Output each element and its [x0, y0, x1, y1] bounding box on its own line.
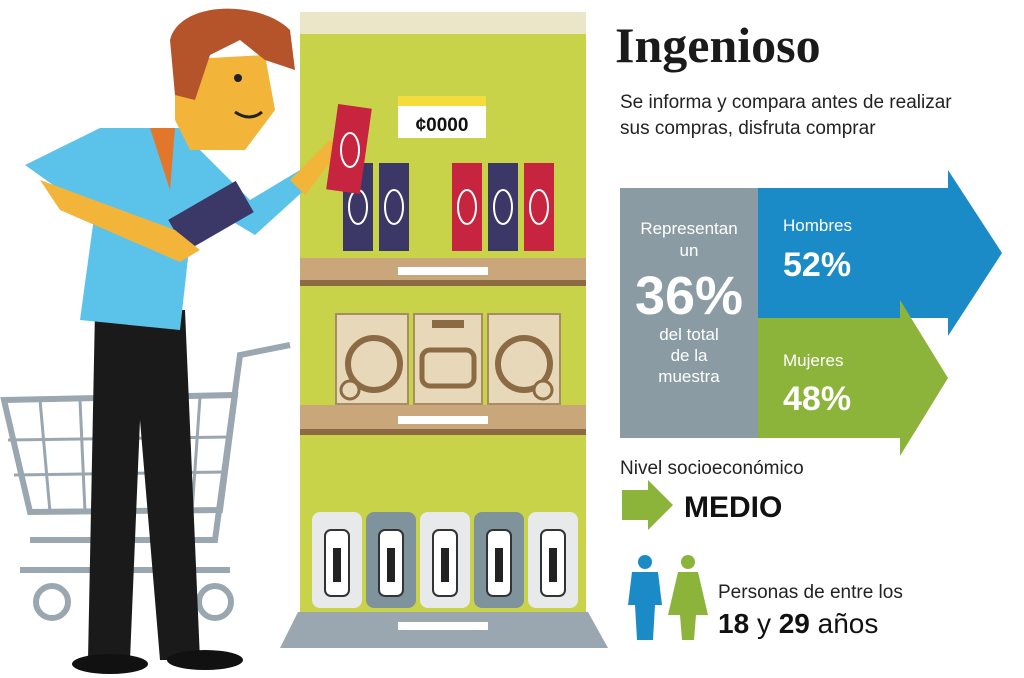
shelf-part: [398, 267, 488, 275]
people-icon-part: [638, 555, 652, 569]
women-value: 48%: [783, 380, 851, 418]
cart-part: [78, 399, 87, 513]
shopper-part: [326, 104, 372, 194]
shelf-part: [300, 280, 586, 286]
appliances-part: [419, 347, 477, 389]
shopper-part: [234, 74, 242, 82]
cans-part: [457, 189, 477, 225]
age-joiner: y: [757, 608, 771, 639]
bottles: [312, 512, 578, 608]
appliances: [335, 313, 561, 405]
price-tag-part: [398, 96, 486, 106]
cart-part: [38, 399, 52, 513]
shopper-part: [290, 140, 340, 195]
shopper-part: [72, 654, 148, 674]
appliances-part: [432, 320, 464, 328]
socioeconomic-value: MEDIO: [684, 491, 782, 524]
bottles-part-part: [495, 548, 503, 582]
share-tail: muestra: [658, 367, 720, 386]
shopper-part: [40, 180, 200, 262]
shopper-part: [150, 128, 175, 190]
people-icon-part: [681, 555, 695, 569]
cans-part: [488, 163, 518, 251]
bottles-part-part: [387, 548, 395, 582]
age-intro: Personas de entre los: [718, 582, 903, 603]
age-to: 29: [779, 608, 810, 639]
appliances-part: [345, 335, 403, 393]
bottles-part: [312, 512, 362, 608]
share-box: [620, 188, 759, 438]
bottles-part-part: [333, 548, 341, 582]
appliances-part: [413, 313, 483, 405]
share-value: 36%: [635, 266, 743, 326]
appliances-part: [532, 379, 554, 401]
socioeconomic-arrow: [622, 480, 673, 530]
people-icon-part: [628, 572, 662, 640]
bottles-part-part: [441, 548, 449, 582]
cans-part: [452, 163, 482, 251]
shelf-part: [398, 622, 488, 630]
share-lead: Representan: [640, 219, 737, 238]
age-range: 18 y 29 años: [718, 608, 878, 639]
cans-part: [379, 163, 409, 251]
shopper-part: [234, 110, 263, 119]
share-tail: del total: [659, 325, 719, 344]
bottles-part: [474, 512, 524, 608]
cans-part: [384, 189, 404, 225]
shopper-part: [170, 8, 295, 100]
socioeconomic-label: Nivel socioeconómico: [620, 458, 804, 479]
cart-part: [33, 583, 71, 621]
cans-part: [529, 189, 549, 225]
women-label: Mujeres: [783, 351, 843, 370]
share-lead: un: [680, 241, 699, 260]
bottles-part: [366, 512, 416, 608]
appliances-part: [495, 335, 553, 393]
shelf-part: [300, 12, 586, 34]
people-icon: [628, 555, 708, 640]
cart-part: [196, 583, 234, 621]
price-tag: ¢0000: [398, 96, 486, 138]
bottles-part: [528, 512, 578, 608]
bottles-part-part: [549, 548, 557, 582]
shopper-part: [88, 310, 200, 660]
shopper-part: [167, 650, 243, 670]
shopper-part: [340, 132, 360, 168]
shelf-part: [300, 429, 586, 435]
women-arrow: [758, 300, 948, 456]
cans-part: [524, 163, 554, 251]
shelf-part: [398, 416, 488, 424]
appliances-part: [339, 379, 361, 401]
description-line: sus compras, disfruta comprar: [620, 118, 876, 139]
men-label: Hombres: [783, 216, 852, 235]
price-tag-text: ¢0000: [416, 115, 469, 136]
shopper: [25, 8, 372, 674]
age-unit: años: [818, 608, 879, 639]
men-arrow: [758, 170, 1002, 336]
share-tail: de la: [671, 346, 708, 365]
title: Ingenioso: [615, 17, 821, 73]
people-icon-part: [668, 572, 708, 640]
description-line: Se informa y compara antes de realizar: [620, 92, 952, 113]
cart-part: [190, 396, 202, 513]
age-from: 18: [718, 608, 749, 639]
cans-part: [493, 189, 513, 225]
shopper-part: [168, 180, 254, 252]
bottles-part: [420, 512, 470, 608]
men-value: 52%: [783, 246, 851, 284]
